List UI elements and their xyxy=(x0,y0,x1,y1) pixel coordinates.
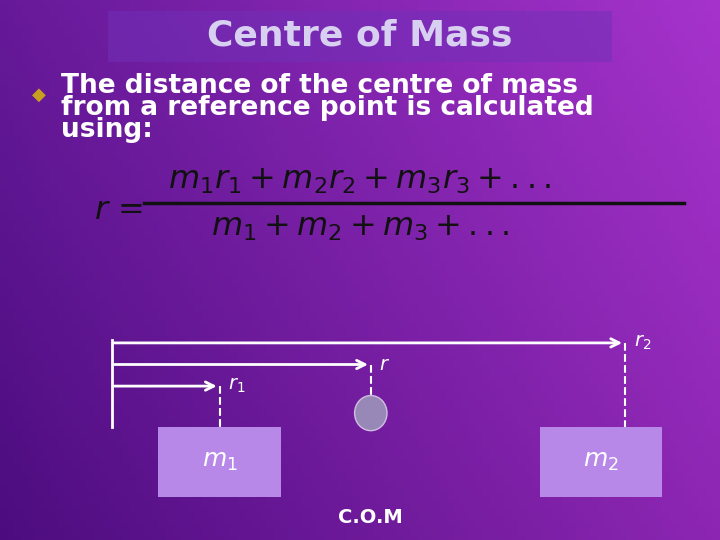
Text: $\mathit{r}$ =: $\mathit{r}$ = xyxy=(94,195,143,226)
Bar xyxy=(158,427,281,497)
Ellipse shape xyxy=(355,395,387,431)
Text: $r_2$: $r_2$ xyxy=(634,334,651,352)
Text: $r_1$: $r_1$ xyxy=(228,377,246,395)
Text: $m_2$: $m_2$ xyxy=(583,450,619,473)
Text: from a reference point is calculated: from a reference point is calculated xyxy=(61,95,594,121)
Bar xyxy=(108,11,612,62)
Text: $\mathit{m_1 + m_2 + m_3 + ...}$: $\mathit{m_1 + m_2 + m_3 + ...}$ xyxy=(211,212,509,244)
Bar xyxy=(540,427,662,497)
Text: $m_1$: $m_1$ xyxy=(202,450,238,473)
Text: C.O.M: C.O.M xyxy=(338,508,403,526)
Text: $r$: $r$ xyxy=(379,355,390,374)
Text: using:: using: xyxy=(61,117,153,143)
Text: ◆: ◆ xyxy=(32,85,46,104)
Text: $\mathit{m_1r_1 + m_2r_2 + m_3r_3 + ...}$: $\mathit{m_1r_1 + m_2r_2 + m_3r_3 + ...}… xyxy=(168,165,552,197)
Text: Centre of Mass: Centre of Mass xyxy=(207,18,513,52)
Text: The distance of the centre of mass: The distance of the centre of mass xyxy=(61,73,578,99)
